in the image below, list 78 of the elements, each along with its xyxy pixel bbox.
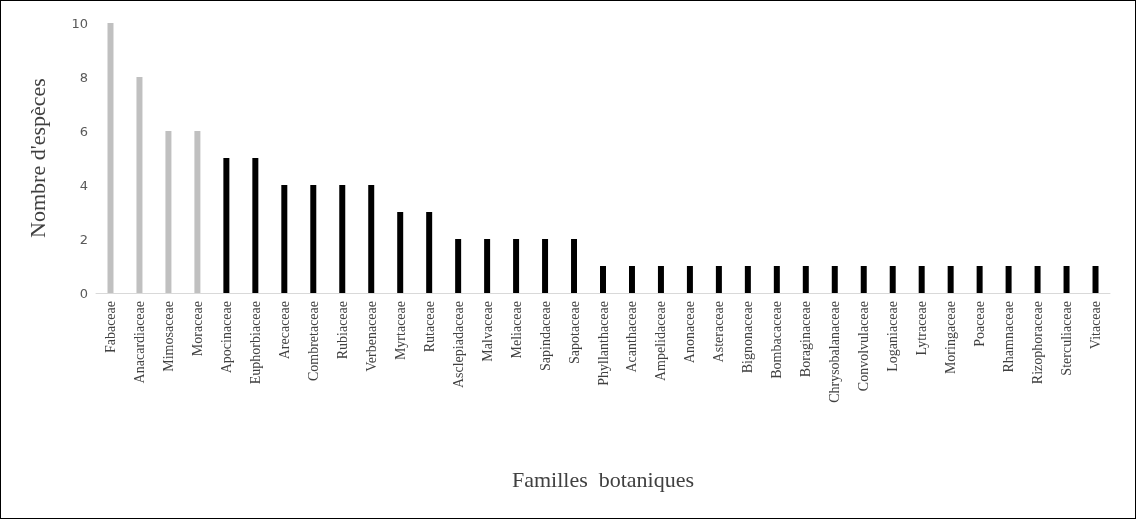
bar — [252, 158, 259, 293]
x-tick-label: Myrtaceae — [392, 301, 408, 361]
x-tick-label: Sapotaceae — [566, 301, 582, 364]
bar — [947, 266, 954, 293]
x-tick-label: Combretaceae — [305, 301, 321, 382]
x-tick-label: Rutaceae — [421, 301, 437, 353]
bar — [628, 266, 635, 293]
x-tick-label: Rizophoraceae — [1030, 301, 1046, 385]
x-tick-label: Rhamnaceae — [1001, 301, 1017, 373]
x-tick-label: Malvaceae — [479, 301, 495, 362]
bar — [686, 266, 693, 293]
x-tick-label: Arecaceae — [276, 301, 292, 360]
x-tick-label: Asclepiadaceae — [450, 301, 466, 389]
x-tick-label: Asteraceae — [711, 301, 727, 363]
bar — [802, 266, 809, 293]
bar — [773, 266, 780, 293]
bar — [571, 239, 578, 293]
bar — [542, 239, 549, 293]
bar — [715, 266, 722, 293]
x-tick-label: Anacardiaceae — [131, 301, 147, 384]
bar — [831, 266, 838, 293]
bar — [426, 212, 433, 293]
bar — [310, 185, 317, 293]
bar — [136, 77, 143, 293]
bar — [976, 266, 983, 293]
x-tick-label: Loganiaceae — [885, 301, 901, 372]
bar — [918, 266, 925, 293]
bar — [223, 158, 230, 293]
x-axis-title: Familles botaniques — [511, 466, 695, 492]
y-tick-label: 8 — [79, 69, 88, 85]
x-tick-label: Mimosaceae — [160, 301, 176, 372]
x-tick-label: Fabaceae — [102, 301, 118, 354]
y-tick-label: 2 — [79, 231, 88, 247]
bar — [860, 266, 867, 293]
x-tick-label: Bombacaceae — [769, 301, 785, 379]
bar — [368, 185, 375, 293]
x-tick-label: Ampelidaceae — [653, 301, 669, 382]
bar — [889, 266, 896, 293]
bar — [194, 131, 201, 293]
x-tick-label: Meliaceae — [508, 301, 524, 359]
x-tick-label: Boraginaceae — [798, 301, 814, 378]
x-tick-label: Anonaceae — [682, 301, 698, 364]
x-tick-label: Moraceae — [189, 301, 205, 357]
y-tick-label: 6 — [79, 123, 88, 139]
x-tick-label: Phyllanthaceae — [595, 301, 611, 386]
bar — [1034, 266, 1041, 293]
y-tick-label: 4 — [79, 177, 88, 193]
bar — [600, 266, 606, 293]
x-tick-label: Apocinaceae — [218, 301, 234, 374]
bar — [513, 239, 520, 293]
bar — [1092, 266, 1099, 293]
x-tick-label: Moringaceae — [943, 301, 959, 375]
bar — [165, 131, 172, 293]
y-tick-label: 0 — [79, 285, 88, 301]
x-tick-label: Poaceae — [972, 301, 988, 347]
x-tick-label: Rubiaceae — [334, 301, 350, 360]
bar — [1063, 266, 1070, 293]
bar — [657, 266, 664, 293]
x-tick-label: Lytraceae — [914, 301, 930, 356]
x-tick-label: Vitaceae — [1088, 301, 1104, 350]
x-tick-label: Bignonaceae — [740, 301, 756, 374]
y-tick-label: 10 — [71, 15, 88, 31]
bar — [397, 212, 404, 293]
bar — [484, 239, 491, 293]
x-tick-label: Sterculiaceae — [1059, 301, 1075, 376]
bar — [1005, 266, 1012, 293]
x-tick-label: Convolvulaceae — [856, 301, 872, 392]
bar — [455, 239, 462, 293]
bar — [339, 185, 346, 293]
x-tick-label: Verbenaceae — [363, 301, 379, 372]
x-tick-label: Sapindaceae — [537, 301, 553, 371]
x-tick-label: Euphorbiaceae — [247, 301, 263, 385]
y-axis-title: Nombre d'espèces — [24, 78, 50, 238]
bar — [107, 23, 114, 293]
x-tick-label: Chrysobalanaceae — [827, 301, 843, 403]
bar — [744, 266, 751, 293]
bar — [281, 185, 288, 293]
x-tick-label: Acanthaceae — [624, 301, 640, 373]
